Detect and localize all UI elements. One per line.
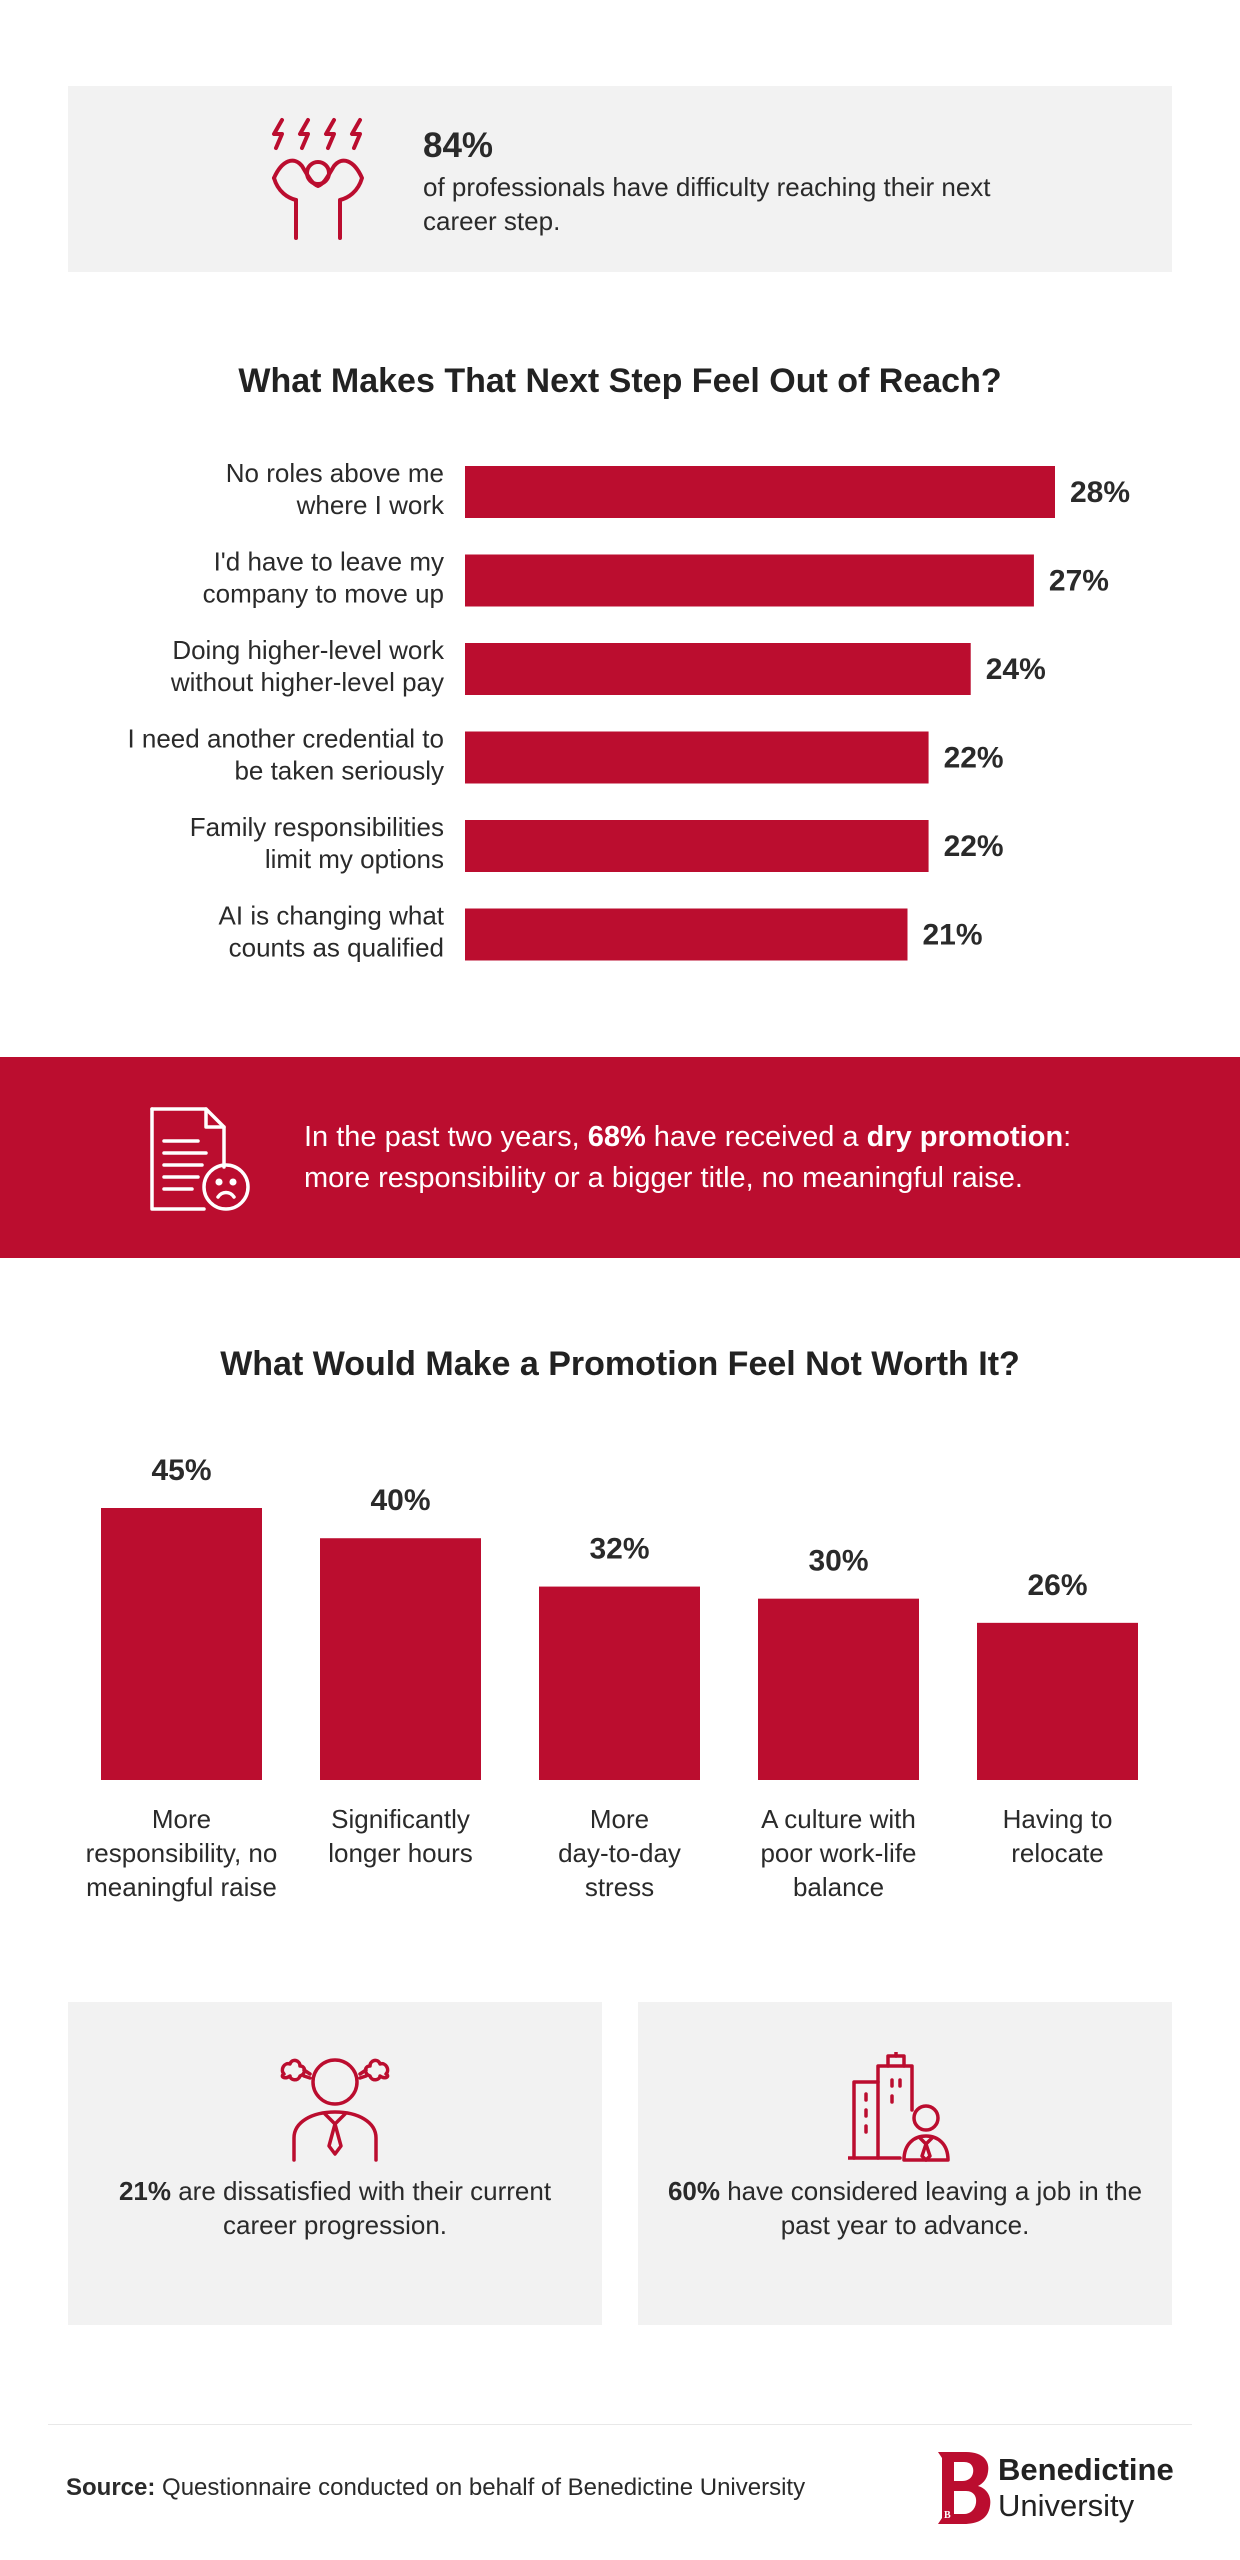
top-stat-panel: 84% of professionals have difficulty rea… xyxy=(68,86,1172,272)
vbar-4 xyxy=(977,1622,1138,1780)
hbar-value-label-0: 28% xyxy=(1070,476,1130,509)
considered-leaving-text: 60% have considered leaving a job in the… xyxy=(667,2176,1143,2240)
vbar-value-label-3: 30% xyxy=(808,1545,868,1578)
vbar-category-label-4-1: relocate xyxy=(1011,1838,1104,1868)
vbar-category-label-3-2: balance xyxy=(793,1872,884,1902)
hbar-category-label-1-0: I'd have to leave my xyxy=(214,547,444,577)
footer-divider xyxy=(48,2424,1192,2425)
hbar-3 xyxy=(465,731,929,784)
vbar-category-label-3-1: poor work-life xyxy=(760,1838,916,1868)
stressed-person-icon xyxy=(272,118,364,240)
hbar-value-label-1: 27% xyxy=(1049,565,1109,598)
hbar-category-label-3-0: I need another credential to xyxy=(127,724,444,754)
considered-leaving-value: 60% xyxy=(667,2176,720,2206)
dry-promotion-term: dry promotion xyxy=(866,1121,1064,1153)
dry-promotion-text: In the past two years, 68% have received… xyxy=(304,1121,1072,1194)
vbar-value-label-2: 32% xyxy=(589,1533,649,1566)
hbar-category-label-2-1: without higher-level pay xyxy=(170,667,444,697)
vbar-value-label-4: 26% xyxy=(1027,1569,1087,1602)
vbar-category-label-2-1: day-to-day xyxy=(558,1838,681,1868)
hbar-category-label-2-0: Doing higher-level work xyxy=(172,635,445,665)
vbar-category-label-2-2: stress xyxy=(585,1872,654,1902)
hbar-category-label-5-0: AI is changing what xyxy=(219,901,445,931)
source-line: Source: Questionnaire conducted on behal… xyxy=(66,2474,805,2502)
logo-line-1: Benedictine xyxy=(998,2452,1174,2487)
dry-promotion-banner: In the past two years, 68% have received… xyxy=(0,1057,1240,1258)
hbar-category-label-0-0: No roles above me xyxy=(226,458,444,488)
considered-leaving-card: 60% have considered leaving a job in the… xyxy=(638,2002,1172,2325)
source-label: Source: xyxy=(66,2474,156,2501)
chart1-title: What Makes That Next Step Feel Out of Re… xyxy=(238,362,1002,400)
hbar-2 xyxy=(465,643,971,695)
chart2-title: What Would Make a Promotion Feel Not Wor… xyxy=(220,1345,1020,1383)
hbar-1 xyxy=(465,554,1034,607)
frustrated-person-icon xyxy=(280,2058,390,2162)
dry-promotion-value: 68% xyxy=(587,1121,646,1153)
vbar-value-label-1: 40% xyxy=(370,1484,430,1517)
vbar-category-label-0-0: More xyxy=(152,1804,211,1834)
hbar-category-label-3-1: be taken seriously xyxy=(234,756,444,786)
logo-mark-letter: B xyxy=(944,2510,951,2521)
hbar-category-label-0-1: where I work xyxy=(296,490,445,520)
vbar-value-label-0: 45% xyxy=(151,1454,211,1487)
vbar-category-label-3-0: A culture with xyxy=(761,1804,916,1834)
dissatisfied-text: 21% are dissatisfied with their current … xyxy=(118,2176,552,2240)
vbar-category-label-0-2: meaningful raise xyxy=(86,1872,277,1902)
person-leaving-building-icon xyxy=(848,2052,950,2162)
dissatisfied-card: 21% are dissatisfied with their current … xyxy=(68,2002,602,2325)
hbar-value-label-2: 24% xyxy=(986,653,1046,686)
dissatisfied-value: 21% xyxy=(118,2176,171,2206)
vbar-category-label-4-0: Having to xyxy=(1003,1804,1113,1834)
vbar-1 xyxy=(320,1538,481,1780)
vbar-0 xyxy=(101,1508,262,1780)
source-text: Questionnaire conducted on behalf of Ben… xyxy=(155,2474,806,2501)
benedictine-b-mark: B xyxy=(938,2452,991,2524)
vbar-2 xyxy=(539,1586,700,1780)
hbar-0 xyxy=(465,466,1055,518)
vbar-category-label-1-1: longer hours xyxy=(328,1838,473,1868)
hbar-category-label-4-1: limit my options xyxy=(265,844,444,874)
logo-line-2: University xyxy=(998,2488,1135,2523)
hbar-4 xyxy=(465,820,929,872)
hbar-value-label-5: 21% xyxy=(923,919,983,952)
vbar-category-label-0-1: responsibility, no xyxy=(86,1838,278,1868)
hbar-category-label-4-0: Family responsibilities xyxy=(190,812,444,842)
hbar-5 xyxy=(465,908,908,961)
hbar-value-label-3: 22% xyxy=(944,742,1004,775)
hbar-category-label-1-1: company to move up xyxy=(203,579,444,609)
vertical-bar-chart: 45% More responsibility, no meaningful rais… xyxy=(86,1454,1138,1902)
vbar-category-label-1-0: Significantly xyxy=(331,1804,470,1834)
hbar-value-label-4: 22% xyxy=(944,830,1004,863)
hbar-category-label-5-1: counts as qualified xyxy=(229,933,444,963)
vbar-3 xyxy=(758,1598,919,1780)
top-stat-value: 84% xyxy=(423,126,494,165)
benedictine-logo: B Benedictine University xyxy=(932,2448,1192,2530)
vbar-category-label-2-0: More xyxy=(590,1804,649,1834)
document-sad-face-icon xyxy=(150,1107,250,1211)
top-stat-text: of professionals have difficulty reachin… xyxy=(423,172,991,236)
